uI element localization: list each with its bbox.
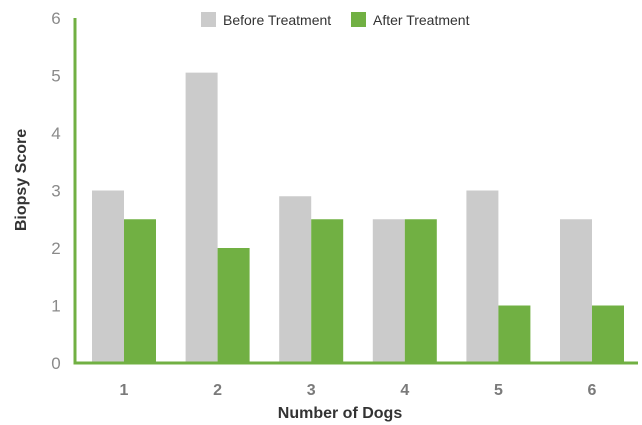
y-tick-label: 1 [51, 297, 60, 316]
bar-before-treatment-5 [466, 191, 498, 364]
y-tick-label: 2 [51, 239, 60, 258]
bar-before-treatment-2 [186, 73, 218, 363]
x-tick-label: 5 [494, 382, 503, 399]
bar-before-treatment-4 [373, 219, 405, 363]
x-tick-label: 6 [588, 382, 597, 399]
x-tick-label: 4 [400, 382, 409, 399]
bar-before-treatment-1 [92, 191, 124, 364]
bar-after-treatment-4 [405, 219, 437, 363]
y-tick-label: 3 [51, 182, 60, 201]
y-tick-label: 6 [51, 9, 60, 28]
legend-label: After Treatment [373, 12, 470, 28]
x-tick-label: 1 [120, 382, 129, 399]
y-axis-ticks: 0 1 2 3 4 5 6 [51, 9, 60, 373]
y-tick-label: 0 [51, 354, 60, 373]
legend: Before Treatment After Treatment [201, 12, 470, 28]
x-tick-label: 3 [307, 382, 316, 399]
y-axis-title: Biopsy Score [13, 129, 30, 231]
bar-before-treatment-6 [560, 219, 592, 363]
bars-group [92, 73, 624, 363]
axes-group [74, 18, 639, 365]
y-tick-label: 5 [51, 67, 60, 86]
bar-after-treatment-3 [311, 219, 343, 363]
bar-before-treatment-3 [279, 196, 311, 363]
legend-swatch [351, 12, 366, 27]
y-tick-label: 4 [51, 124, 60, 143]
x-axis-ticks: 1 2 3 4 5 6 [120, 382, 597, 399]
legend-label: Before Treatment [223, 12, 331, 28]
x-tick-label: 2 [213, 382, 222, 399]
x-axis-title: Number of Dogs [278, 405, 403, 422]
legend-swatch [201, 12, 216, 27]
bar-after-treatment-6 [592, 306, 624, 364]
bar-after-treatment-1 [124, 219, 156, 363]
bar-after-treatment-5 [498, 306, 530, 364]
bar-after-treatment-2 [218, 248, 250, 363]
